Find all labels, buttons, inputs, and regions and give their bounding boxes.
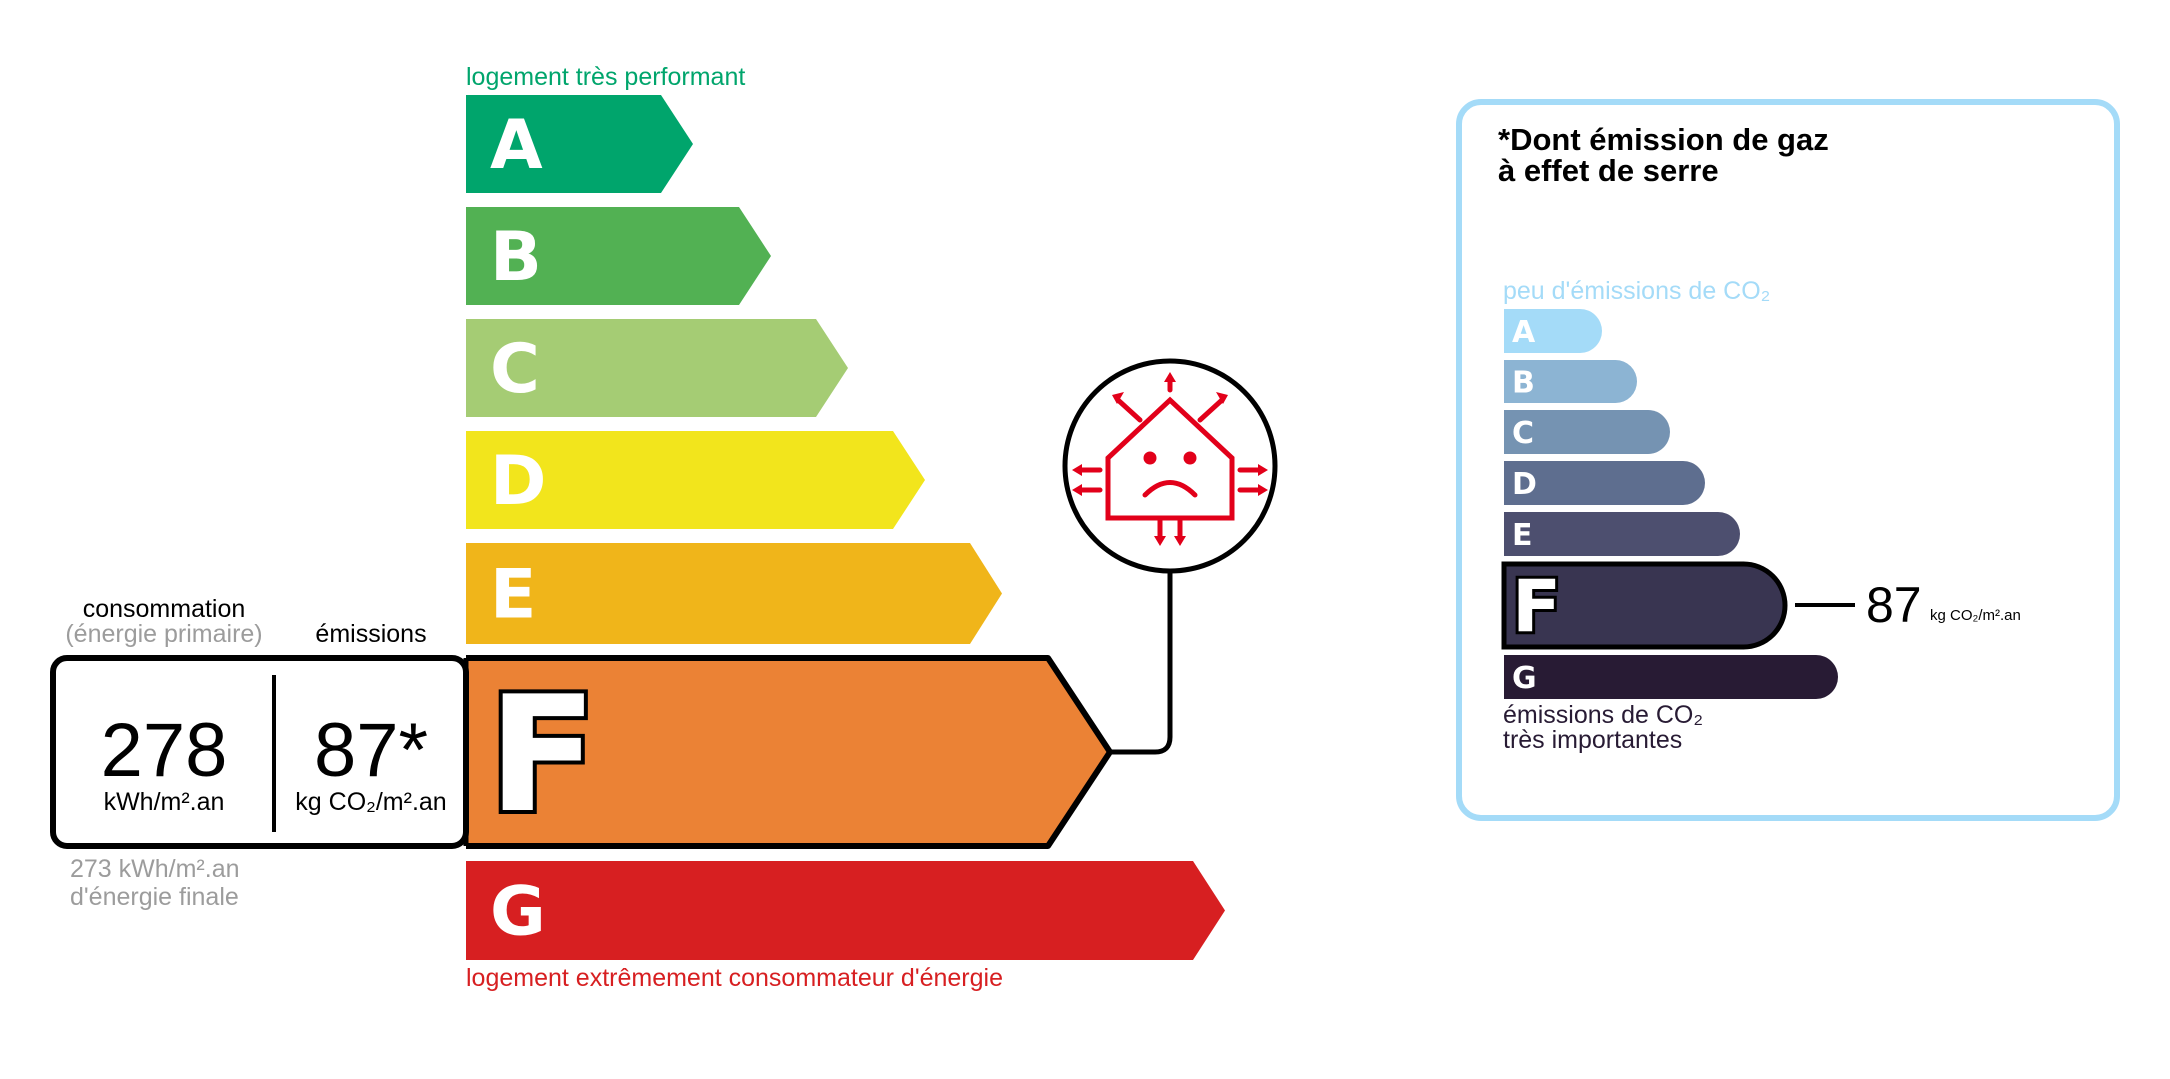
energy-class-d: D [466, 431, 925, 529]
ges-class-letter: A [1512, 315, 1536, 350]
ges-bar [1504, 309, 1602, 353]
ges-bottom-line1: émissions de CO₂ [1503, 701, 1703, 729]
energy-class-letter: G [490, 873, 546, 952]
consumption-label: consommation [83, 595, 246, 623]
ges-class-e: E [1504, 512, 1740, 556]
energy-class-a: A [466, 95, 693, 193]
ges-bar [1501, 561, 1788, 650]
ges-class-letter: F [1512, 565, 1561, 649]
icon-connector [1110, 571, 1173, 755]
energy-bottom-label: logement extrêmement consommateur d'éner… [466, 964, 1003, 992]
emissions-unit: kg CO₂/m².an [295, 788, 446, 816]
ges-bar [1504, 512, 1740, 556]
ges-class-c: C [1504, 410, 1670, 454]
energy-class-letter: D [490, 442, 546, 521]
ges-class-letter: C [1512, 416, 1534, 451]
emissions-label: émissions [315, 620, 426, 648]
ges-class-letter: B [1512, 366, 1535, 401]
energy-bar [466, 95, 693, 193]
ges-class-letter: D [1512, 467, 1537, 502]
energy-class-letter: A [490, 106, 543, 185]
ges-value: 87 [1866, 577, 1922, 633]
ges-class-f: F [1501, 561, 1788, 652]
energy-bar [466, 658, 1110, 846]
energy-bar [466, 431, 925, 529]
consumption-unit: kWh/m².an [104, 788, 225, 816]
ges-unit: kg CO₂/m².an [1930, 607, 2021, 624]
energy-class-b: B [466, 207, 771, 305]
ges-class-g: G [1504, 655, 1838, 699]
ges-bar [1504, 410, 1670, 454]
energy-class-e: E [466, 543, 1002, 644]
consumption-sublabel: (énergie primaire) [65, 620, 262, 648]
ges-class-d: D [1504, 461, 1705, 505]
final-energy-value: 273 kWh/m².an [70, 855, 240, 883]
ges-class-a: A [1504, 309, 1602, 353]
final-energy-label: d'énergie finale [70, 883, 239, 911]
consumption-value: 278 [101, 708, 228, 793]
energy-top-label: logement très performant [466, 63, 745, 91]
ges-bar [1504, 655, 1838, 699]
ges-bottom-line2: très importantes [1503, 726, 1682, 754]
ges-class-letter: G [1512, 661, 1537, 696]
ges-class-letter: E [1512, 518, 1533, 553]
energy-class-letter: F [488, 661, 597, 848]
energy-class-letter: C [490, 330, 540, 409]
sad-house-heat-loss-icon [1062, 358, 1278, 574]
energy-class-g: G [466, 861, 1225, 960]
ges-top-label: peu d'émissions de CO₂ [1503, 277, 1770, 305]
energy-bar [466, 543, 1002, 644]
energy-class-c: C [466, 319, 848, 417]
energy-bar [466, 207, 771, 305]
ges-class-b: B [1504, 360, 1637, 403]
emissions-value: 87* [314, 708, 428, 793]
ges-title-line2: à effet de serre [1498, 153, 1719, 188]
energy-bar [466, 319, 848, 417]
ges-bar [1504, 360, 1637, 403]
ges-title-line1: *Dont émission de gaz [1498, 122, 1829, 157]
ges-bar [1504, 461, 1705, 505]
energy-class-letter: E [490, 556, 536, 635]
energy-class-f: F [466, 657, 1110, 852]
energy-class-letter: B [490, 218, 542, 297]
energy-bar [466, 861, 1225, 960]
